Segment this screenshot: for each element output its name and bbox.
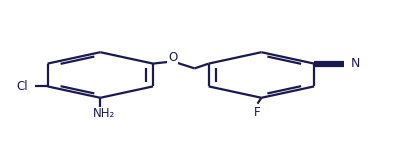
Text: O: O: [168, 51, 177, 64]
Text: F: F: [254, 106, 261, 119]
Text: NH₂: NH₂: [93, 107, 115, 120]
Text: N: N: [351, 57, 360, 70]
Text: Cl: Cl: [16, 80, 28, 93]
